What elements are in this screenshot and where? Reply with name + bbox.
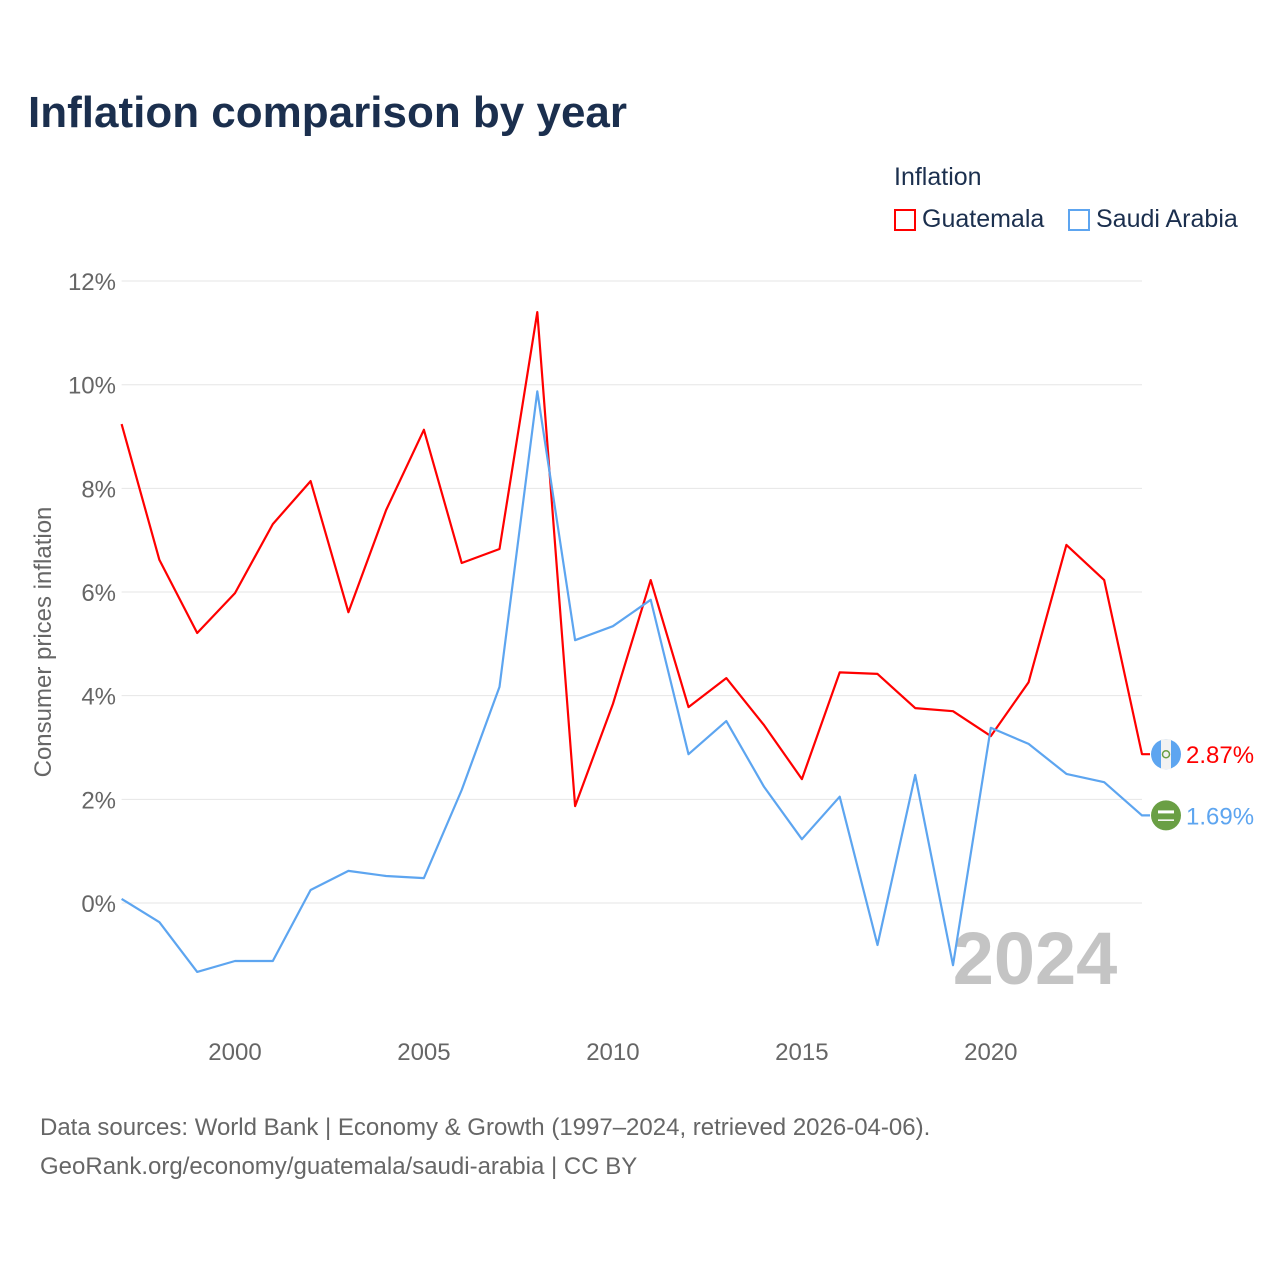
series-line-guatemala: [120, 311, 1150, 808]
chart-title: Inflation comparison by year: [28, 88, 628, 137]
y-tick-label: 2%: [81, 787, 116, 814]
legend-item-guatemala[interactable]: Guatemala: [894, 205, 1044, 234]
end-value-label-guatemala: 2.87%: [1186, 742, 1254, 769]
y-tick-label: 8%: [81, 476, 116, 503]
y-tick-label: 10%: [68, 373, 116, 400]
x-tick-label: 2010: [586, 1039, 639, 1066]
x-tick-label: 2015: [775, 1039, 828, 1066]
x-tick-label: 2005: [397, 1039, 450, 1066]
y-tick-label: 4%: [81, 684, 116, 711]
end-value-label-saudi-arabia: 1.69%: [1186, 803, 1254, 830]
y-tick-label: 6%: [81, 580, 116, 607]
series-line-saudi-arabia: [121, 390, 1150, 973]
y-tick-label: 0%: [81, 891, 116, 918]
footer-link[interactable]: GeoRank.org/economy/guatemala/saudi-arab…: [40, 1153, 638, 1180]
footer: Data sources: World Bank | Economy & Gro…: [40, 1108, 930, 1186]
year-watermark: 2024: [953, 917, 1118, 1000]
footer-sources: Data sources: World Bank | Economy & Gro…: [40, 1114, 931, 1141]
legend-title: Inflation: [894, 163, 982, 191]
x-tick-label: 2020: [964, 1039, 1017, 1066]
y-axis-label: Consumer prices inflation: [30, 507, 57, 778]
legend-swatch-saudi-arabia: [1068, 208, 1090, 231]
guatemala-flag-icon: [1151, 739, 1181, 770]
x-tick-label: 2000: [208, 1039, 261, 1066]
legend-label: Guatemala: [922, 205, 1045, 233]
legend-item-saudi-arabia[interactable]: Saudi Arabia: [1068, 205, 1238, 234]
legend-swatch-guatemala: [894, 208, 916, 231]
saudi-arabia-flag-icon: [1151, 800, 1181, 831]
y-tick-label: 12%: [68, 269, 116, 296]
legend-label: Saudi Arabia: [1096, 205, 1238, 233]
